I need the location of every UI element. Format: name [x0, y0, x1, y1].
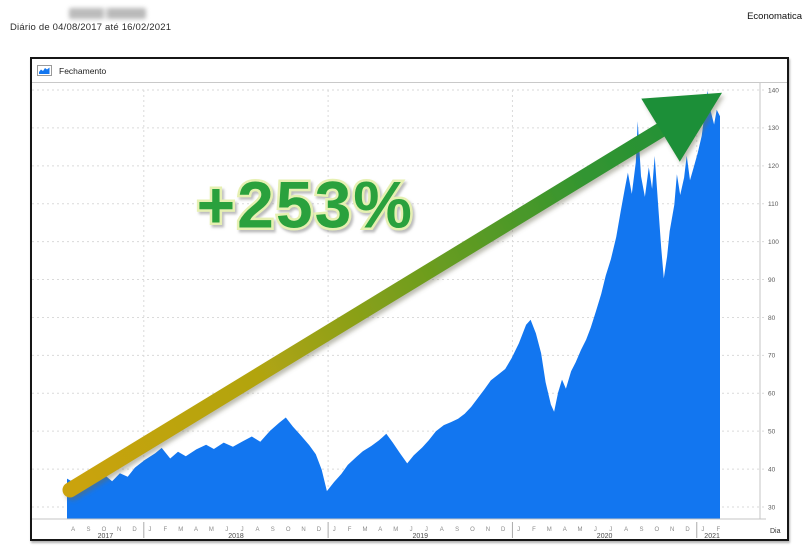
x-axis-month-tick: O [286, 527, 291, 533]
x-axis-month-tick: D [685, 527, 690, 533]
y-axis-tick-label: 50 [768, 428, 776, 435]
x-axis-month-tick: J [241, 527, 244, 533]
x-axis-month-tick: J [609, 527, 612, 533]
chart-panel: Fechamento 30 40 50 60 70 80 90 100 110 120 130 140… [30, 57, 789, 541]
x-axis-month-tick: A [624, 527, 628, 533]
x-axis-month-tick: O [470, 527, 475, 533]
x-axis-month-tick: S [455, 527, 459, 533]
x-axis-month-tick: J [425, 527, 428, 533]
x-axis-month-tick: J [333, 527, 336, 533]
price-chart-canvas: 30 40 50 60 70 80 90 100 110 120 130 140 A S O N D 2017 J F… [32, 83, 781, 539]
legend-series-label: Fechamento [59, 65, 107, 76]
y-axis-tick-label: 70 [768, 353, 776, 360]
legend-item-fechamento[interactable]: Fechamento [32, 59, 787, 83]
x-axis-month-tick: N [486, 527, 490, 533]
gain-annotation: +253% [197, 168, 414, 242]
x-axis-month-tick: M [547, 527, 552, 533]
x-axis-month-tick: A [255, 527, 259, 533]
x-axis-month-tick: O [102, 527, 107, 533]
x-axis-month-tick: J [701, 527, 704, 533]
x-axis-month-tick: F [348, 527, 352, 533]
x-axis-month-tick: S [86, 527, 90, 533]
x-axis-month-tick: F [532, 527, 536, 533]
x-axis-month-tick: A [440, 527, 444, 533]
redacted-title [69, 8, 146, 19]
growth-arrow [62, 92, 722, 498]
x-axis-month-tick: N [301, 527, 305, 533]
x-axis-month-tick: A [194, 527, 198, 533]
close-price-area [67, 90, 720, 520]
y-axis-tick-label: 110 [768, 201, 779, 208]
x-axis-month-tick: F [716, 527, 720, 533]
x-axis-month-tick: M [178, 527, 183, 533]
x-axis-month-tick: J [410, 527, 413, 533]
x-axis-title: Dia [770, 528, 781, 535]
x-axis-month-tick: M [393, 527, 398, 533]
x-axis-month-tick: S [639, 527, 643, 533]
date-range-subtitle: Diário de 04/08/2017 até 16/02/2021 [10, 22, 172, 33]
x-axis-year-label: 2020 [597, 533, 613, 539]
y-axis-tick-label: 130 [768, 125, 779, 132]
x-axis-month-tick: N [670, 527, 674, 533]
brand-economatica: Economatica [747, 11, 802, 22]
x-axis-month-tick: S [271, 527, 275, 533]
x-axis-month-tick: A [563, 527, 567, 533]
y-axis-tick-label: 120 [768, 163, 779, 170]
y-axis-tick-label: 90 [768, 277, 776, 284]
x-axis-month-tick: D [501, 527, 506, 533]
x-axis-year-label: 2017 [98, 533, 114, 539]
y-axis-tick-label: 40 [768, 466, 776, 473]
x-axis-year-label: 2021 [704, 533, 720, 539]
x-axis-month-tick: A [378, 527, 382, 533]
x-axis-month-tick: J [148, 527, 151, 533]
y-axis-tick-label: 140 [768, 87, 779, 94]
x-axis-month-tick: J [594, 527, 597, 533]
y-axis-tick-label: 60 [768, 391, 776, 398]
growth-arrow-head [641, 92, 722, 162]
y-axis-tick-label: 30 [768, 504, 776, 511]
x-axis-year-label: 2019 [413, 533, 429, 539]
area-series-icon [37, 65, 52, 76]
y-axis-tick-label: 80 [768, 315, 776, 322]
x-axis-month-tick: F [163, 527, 167, 533]
x-axis-month-tick: N [117, 527, 121, 533]
x-axis-month-tick: O [654, 527, 659, 533]
y-axis-tick-label: 100 [768, 239, 779, 246]
x-axis-month-tick: M [209, 527, 214, 533]
x-axis-month-tick: M [578, 527, 583, 533]
x-axis-year-label: 2018 [228, 533, 244, 539]
x-axis-month-tick: A [71, 527, 75, 533]
x-axis-month-tick: D [317, 527, 322, 533]
x-axis-month-tick: J [517, 527, 520, 533]
x-axis-month-tick: D [132, 527, 137, 533]
growth-arrow-shaft [62, 119, 674, 498]
x-axis-month-tick: J [225, 527, 228, 533]
x-axis-month-tick: M [363, 527, 368, 533]
